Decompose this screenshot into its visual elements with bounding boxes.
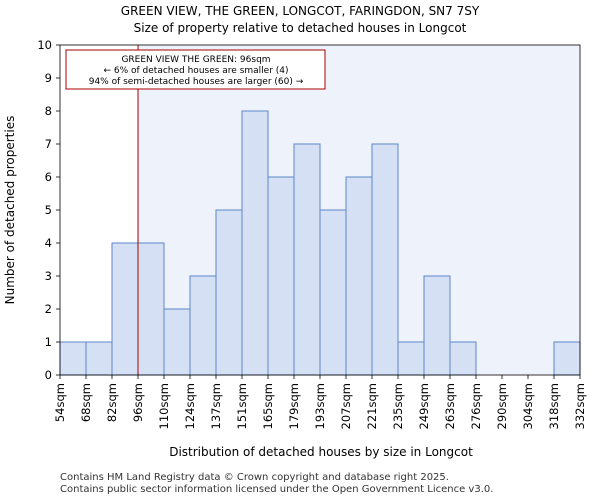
x-tick-label: 318sqm [547,383,561,429]
bar-165sqm [267,176,295,376]
x-tick-label: 110sqm [157,383,171,429]
x-tick-label: 332sqm [573,383,587,429]
footer-line2: Contains public sector information licen… [60,484,494,495]
y-tick-label: 7 [45,137,52,151]
y-tick-label: 6 [45,170,52,184]
bar-263sqm [449,341,477,376]
x-tick-label: 290sqm [495,383,509,429]
x-tick-label: 82sqm [105,383,119,422]
y-tick-label: 9 [45,71,52,85]
chart-title-line1: GREEN VIEW, THE GREEN, LONGCOT, FARINGDO… [121,4,480,18]
y-axis-label: Number of detached properties [3,116,17,305]
bar-96sqm [137,242,165,376]
y-tick-label: 2 [45,302,52,316]
x-tick-label: 207sqm [339,383,353,429]
histogram-chart: GREEN VIEW, THE GREEN, LONGCOT, FARINGDO… [3,4,587,459]
bar-54sqm [59,341,87,376]
y-tick-label: 0 [45,368,52,382]
bar-318sqm [553,341,581,376]
y-tick-label: 4 [45,236,52,250]
bar-137sqm [215,209,243,376]
bar-82sqm [111,242,139,376]
x-tick-label: 249sqm [417,383,431,429]
footer-line1: Contains HM Land Registry data © Crown c… [60,472,449,483]
x-tick-label: 193sqm [313,383,327,429]
x-axis-label: Distribution of detached houses by size … [169,445,473,459]
x-tick-label: 54sqm [53,383,67,422]
annotation-box [65,49,326,90]
bar-207sqm [345,176,373,376]
x-tick-label: 151sqm [235,383,249,429]
x-tick-label: 96sqm [131,383,145,422]
x-tick-label: 124sqm [183,383,197,429]
x-tick-label: 235sqm [391,383,405,429]
y-tick-label: 8 [45,104,52,118]
x-tick-label: 137sqm [209,383,223,429]
y-tick-label: 3 [45,269,52,283]
x-tick-label: 179sqm [287,383,301,429]
bar-110sqm [163,308,191,376]
bar-179sqm [293,143,321,376]
chart-title-line2: Size of property relative to detached ho… [134,21,467,35]
y-tick-label: 5 [45,203,52,217]
bar-249sqm [423,275,451,376]
x-ticks-group: 54sqm 68sqm 82sqm 96sqm 110sqm 124sqm 137sqm 15… [53,375,587,429]
x-tick-label: 276sqm [469,383,483,429]
x-tick-label: 263sqm [443,383,457,429]
bars-group [59,110,581,376]
x-tick-label: 221sqm [365,383,379,429]
x-tick-label: 165sqm [261,383,275,429]
bar-68sqm [85,341,113,376]
bar-193sqm [319,209,347,376]
y-tick-label: 10 [37,38,52,52]
bar-124sqm [189,275,217,376]
y-tick-label: 1 [45,335,52,349]
x-tick-label: 304sqm [521,383,535,429]
bar-235sqm [397,341,425,376]
y-ticks-group: 0 1 2 3 4 5 6 7 8 9 10 [37,38,60,382]
x-tick-label: 68sqm [79,383,93,422]
bar-151sqm [241,110,269,376]
bar-221sqm [371,143,399,376]
annotation-line2: ← 6% of detached houses are smaller (4) [103,66,288,76]
annotation-line3: 94% of semi-detached houses are larger (… [89,77,304,87]
annotation-line1: GREEN VIEW THE GREEN: 96sqm [121,55,270,65]
